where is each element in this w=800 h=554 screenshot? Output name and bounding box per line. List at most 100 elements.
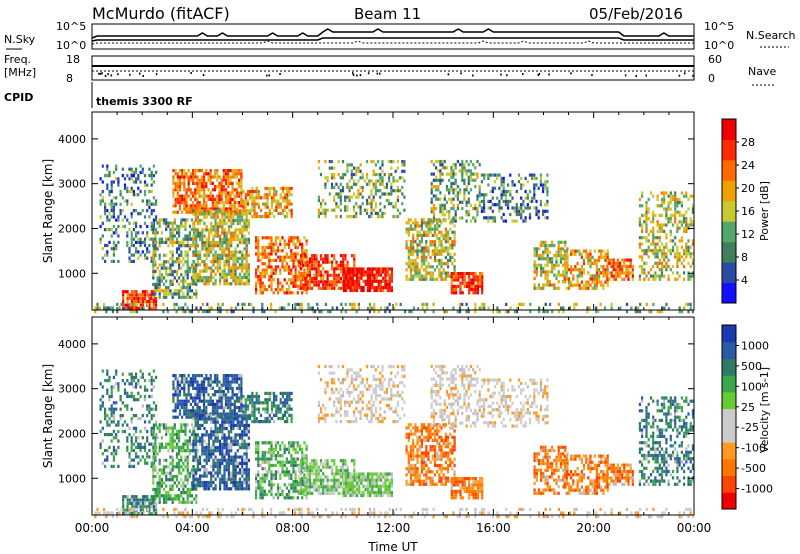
power-cell [420, 233, 423, 237]
power-cell [128, 293, 131, 297]
power-cell [281, 236, 284, 240]
power-cell [416, 274, 419, 278]
power-cell [631, 271, 634, 275]
power-cell [431, 243, 434, 247]
power-cell [489, 206, 492, 210]
power-cell [294, 278, 297, 282]
power-cell [425, 240, 428, 244]
power-cell [247, 225, 250, 229]
power-cell [459, 169, 462, 173]
power-cell [683, 264, 686, 269]
power-cell [432, 178, 435, 182]
power-cell [429, 224, 432, 228]
power-cell [255, 275, 258, 279]
power-cell [223, 231, 226, 235]
nave-dot [104, 74, 107, 77]
power-cell [656, 252, 659, 256]
power-cell [167, 289, 170, 293]
power-cell [604, 271, 607, 275]
power-cell [175, 302, 178, 306]
power-cell [306, 270, 309, 274]
power-cell [104, 202, 107, 206]
power-cell [106, 215, 109, 219]
power-cell [346, 163, 349, 167]
power-cell [221, 269, 224, 273]
power-cell [294, 252, 297, 256]
power-cell [217, 310, 220, 314]
power-cell [352, 182, 356, 186]
power-cell [602, 274, 605, 278]
velocity-cell [130, 498, 134, 502]
power-cell [106, 228, 109, 232]
power-cell [130, 186, 133, 190]
power-cell [322, 260, 325, 264]
power-cell [455, 278, 458, 282]
power-cell [101, 234, 104, 238]
velocity-cell [106, 391, 109, 395]
power-cell [656, 220, 659, 224]
power-cell [165, 240, 168, 244]
power-cell [194, 172, 197, 176]
power-cell [227, 201, 230, 205]
power-cell [430, 207, 433, 211]
power-cell [390, 166, 393, 170]
power-cell [339, 254, 342, 258]
power-cell [689, 223, 692, 227]
power-cell [166, 310, 169, 314]
power-cell [315, 276, 318, 281]
power-cell [285, 242, 288, 246]
power-cell [535, 209, 538, 213]
power-cell [377, 160, 380, 164]
power-cell [683, 271, 686, 275]
power-cell [180, 266, 183, 270]
power-cell [339, 276, 342, 281]
power-cell [660, 197, 664, 201]
power-cell [674, 220, 677, 224]
power-cell [360, 276, 363, 280]
power-cell [524, 176, 527, 180]
power-cell [567, 277, 571, 281]
power-cell [126, 303, 129, 307]
power-cell [430, 172, 433, 176]
power-cell [266, 271, 269, 275]
power-cell [595, 271, 598, 275]
power-cell [388, 176, 391, 180]
power-cell [216, 194, 219, 198]
power-cell [445, 210, 449, 214]
power-cell [130, 170, 133, 174]
power-cell [130, 215, 133, 219]
power-cell [454, 194, 457, 198]
power-cell [386, 273, 389, 277]
power-cell [656, 194, 659, 198]
power-cell [257, 278, 260, 282]
power-cell [155, 306, 158, 311]
power-cell [196, 218, 199, 222]
power-cell [438, 268, 441, 272]
velocity-cell [106, 369, 109, 373]
power-cell [245, 253, 248, 257]
power-cell [374, 192, 377, 196]
power-cell [160, 240, 163, 244]
power-cell [645, 239, 648, 243]
power-cell [183, 178, 186, 182]
power-cell [366, 279, 369, 283]
power-cell [240, 169, 243, 173]
power-cell [589, 252, 592, 256]
velocity-cell [141, 455, 144, 459]
power-cell [121, 174, 124, 178]
power-cell [205, 237, 208, 241]
power-cell [292, 252, 295, 256]
power-cell [377, 173, 380, 177]
power-cell [194, 210, 197, 214]
power-cell [363, 179, 366, 183]
power-cell [439, 210, 442, 214]
power-cell [641, 226, 644, 230]
power-cell [210, 279, 213, 283]
power-cell [194, 250, 197, 254]
power-cell [152, 224, 155, 228]
power-cell [352, 205, 356, 209]
power-cell [555, 286, 558, 290]
power-cell [199, 209, 202, 213]
power-cell [182, 240, 185, 244]
power-cell [645, 213, 648, 217]
